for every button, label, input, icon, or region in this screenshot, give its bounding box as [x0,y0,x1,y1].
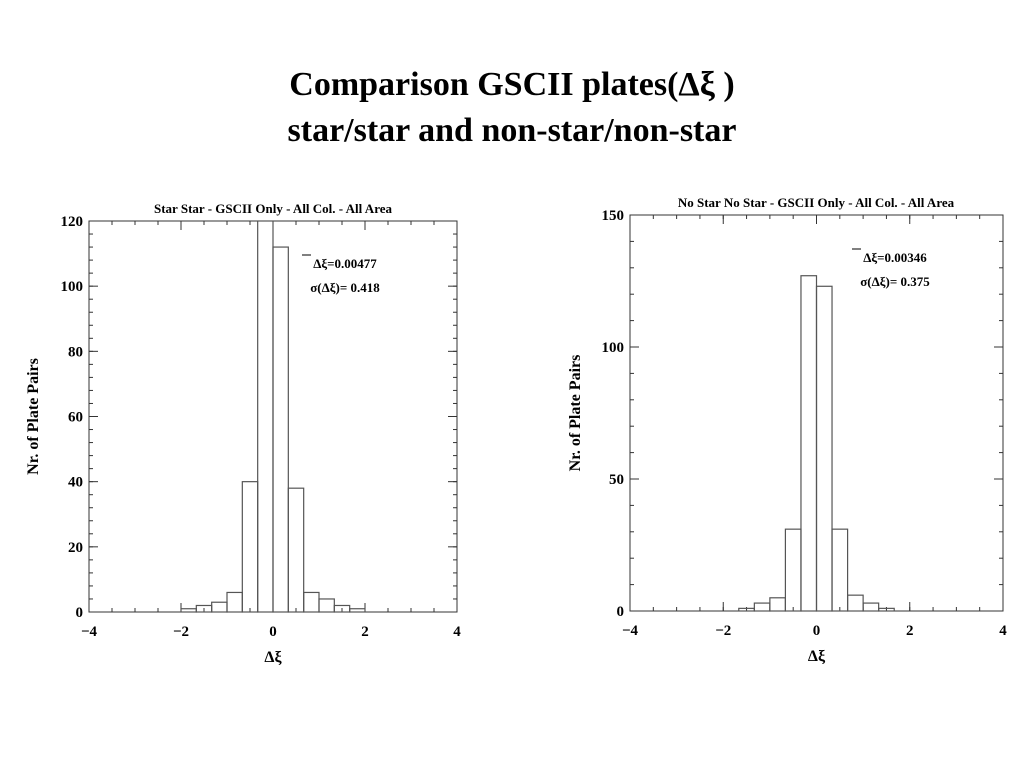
y-tick-label: 50 [609,472,624,488]
histogram-chart-nonstar: No Star No Star - GSCII Only - All Col. … [567,195,1007,665]
x-axis-label: Δξ [808,648,826,665]
x-tick-label: 2 [361,624,369,640]
histogram-bar [846,594,864,612]
y-tick-label: 150 [602,208,625,224]
histogram-bar [862,602,880,612]
histogram-bar [287,487,305,613]
x-tick-label: −4 [81,624,98,640]
mean-annotation: Δξ=0.00477 [313,256,377,271]
y-tick-label: 0 [617,604,625,620]
x-tick-label: 0 [269,624,277,640]
slide-title-line2: star/star and non-star/non-star [287,112,737,149]
x-axis-label: Δξ [264,649,282,666]
slide-title-line1: Comparison GSCII plates(Δξ ) [289,66,735,103]
histogram-bar [349,608,366,613]
histogram-bar [878,607,895,612]
x-tick-label: 4 [453,624,461,640]
histogram-bar [831,528,849,612]
y-tick-label: 40 [68,475,83,491]
chart-title: Star Star - GSCII Only - All Col. - All … [154,201,392,216]
y-tick-label: 60 [68,410,83,426]
y-axis-label: Nr. of Plate Pairs [25,358,42,475]
y-tick-label: 120 [61,214,84,230]
sigma-annotation: σ(Δξ)= 0.418 [310,280,380,295]
mean-annotation: Δξ=0.00346 [863,250,927,265]
y-tick-label: 100 [61,279,84,295]
histogram-bar [272,246,289,613]
histogram-chart-star-star: Star Star - GSCII Only - All Col. - All … [25,201,461,666]
x-tick-label: −2 [173,624,189,640]
chart-title: No Star No Star - GSCII Only - All Col. … [678,195,955,210]
sigma-annotation: σ(Δξ)= 0.375 [860,274,930,289]
x-tick-label: 0 [813,623,821,639]
histogram-bar [784,528,802,612]
y-tick-label: 80 [68,344,83,360]
y-tick-label: 100 [602,340,625,356]
x-tick-label: 2 [906,623,914,639]
slide-title: Comparison GSCII plates(Δξ ) star/star a… [0,62,1024,154]
histogram-bar [800,275,818,612]
histogram-bar [769,597,787,612]
y-axis-label: Nr. of Plate Pairs [567,355,584,472]
x-tick-label: −2 [715,623,731,639]
y-tick-label: 20 [68,540,83,556]
y-tick-label: 0 [76,605,84,621]
histogram-bar [815,285,833,612]
x-tick-label: −4 [622,623,639,639]
histogram-bar [753,602,771,612]
x-tick-label: 4 [999,623,1007,639]
histogram-series [180,220,366,613]
histogram-series [738,275,895,612]
